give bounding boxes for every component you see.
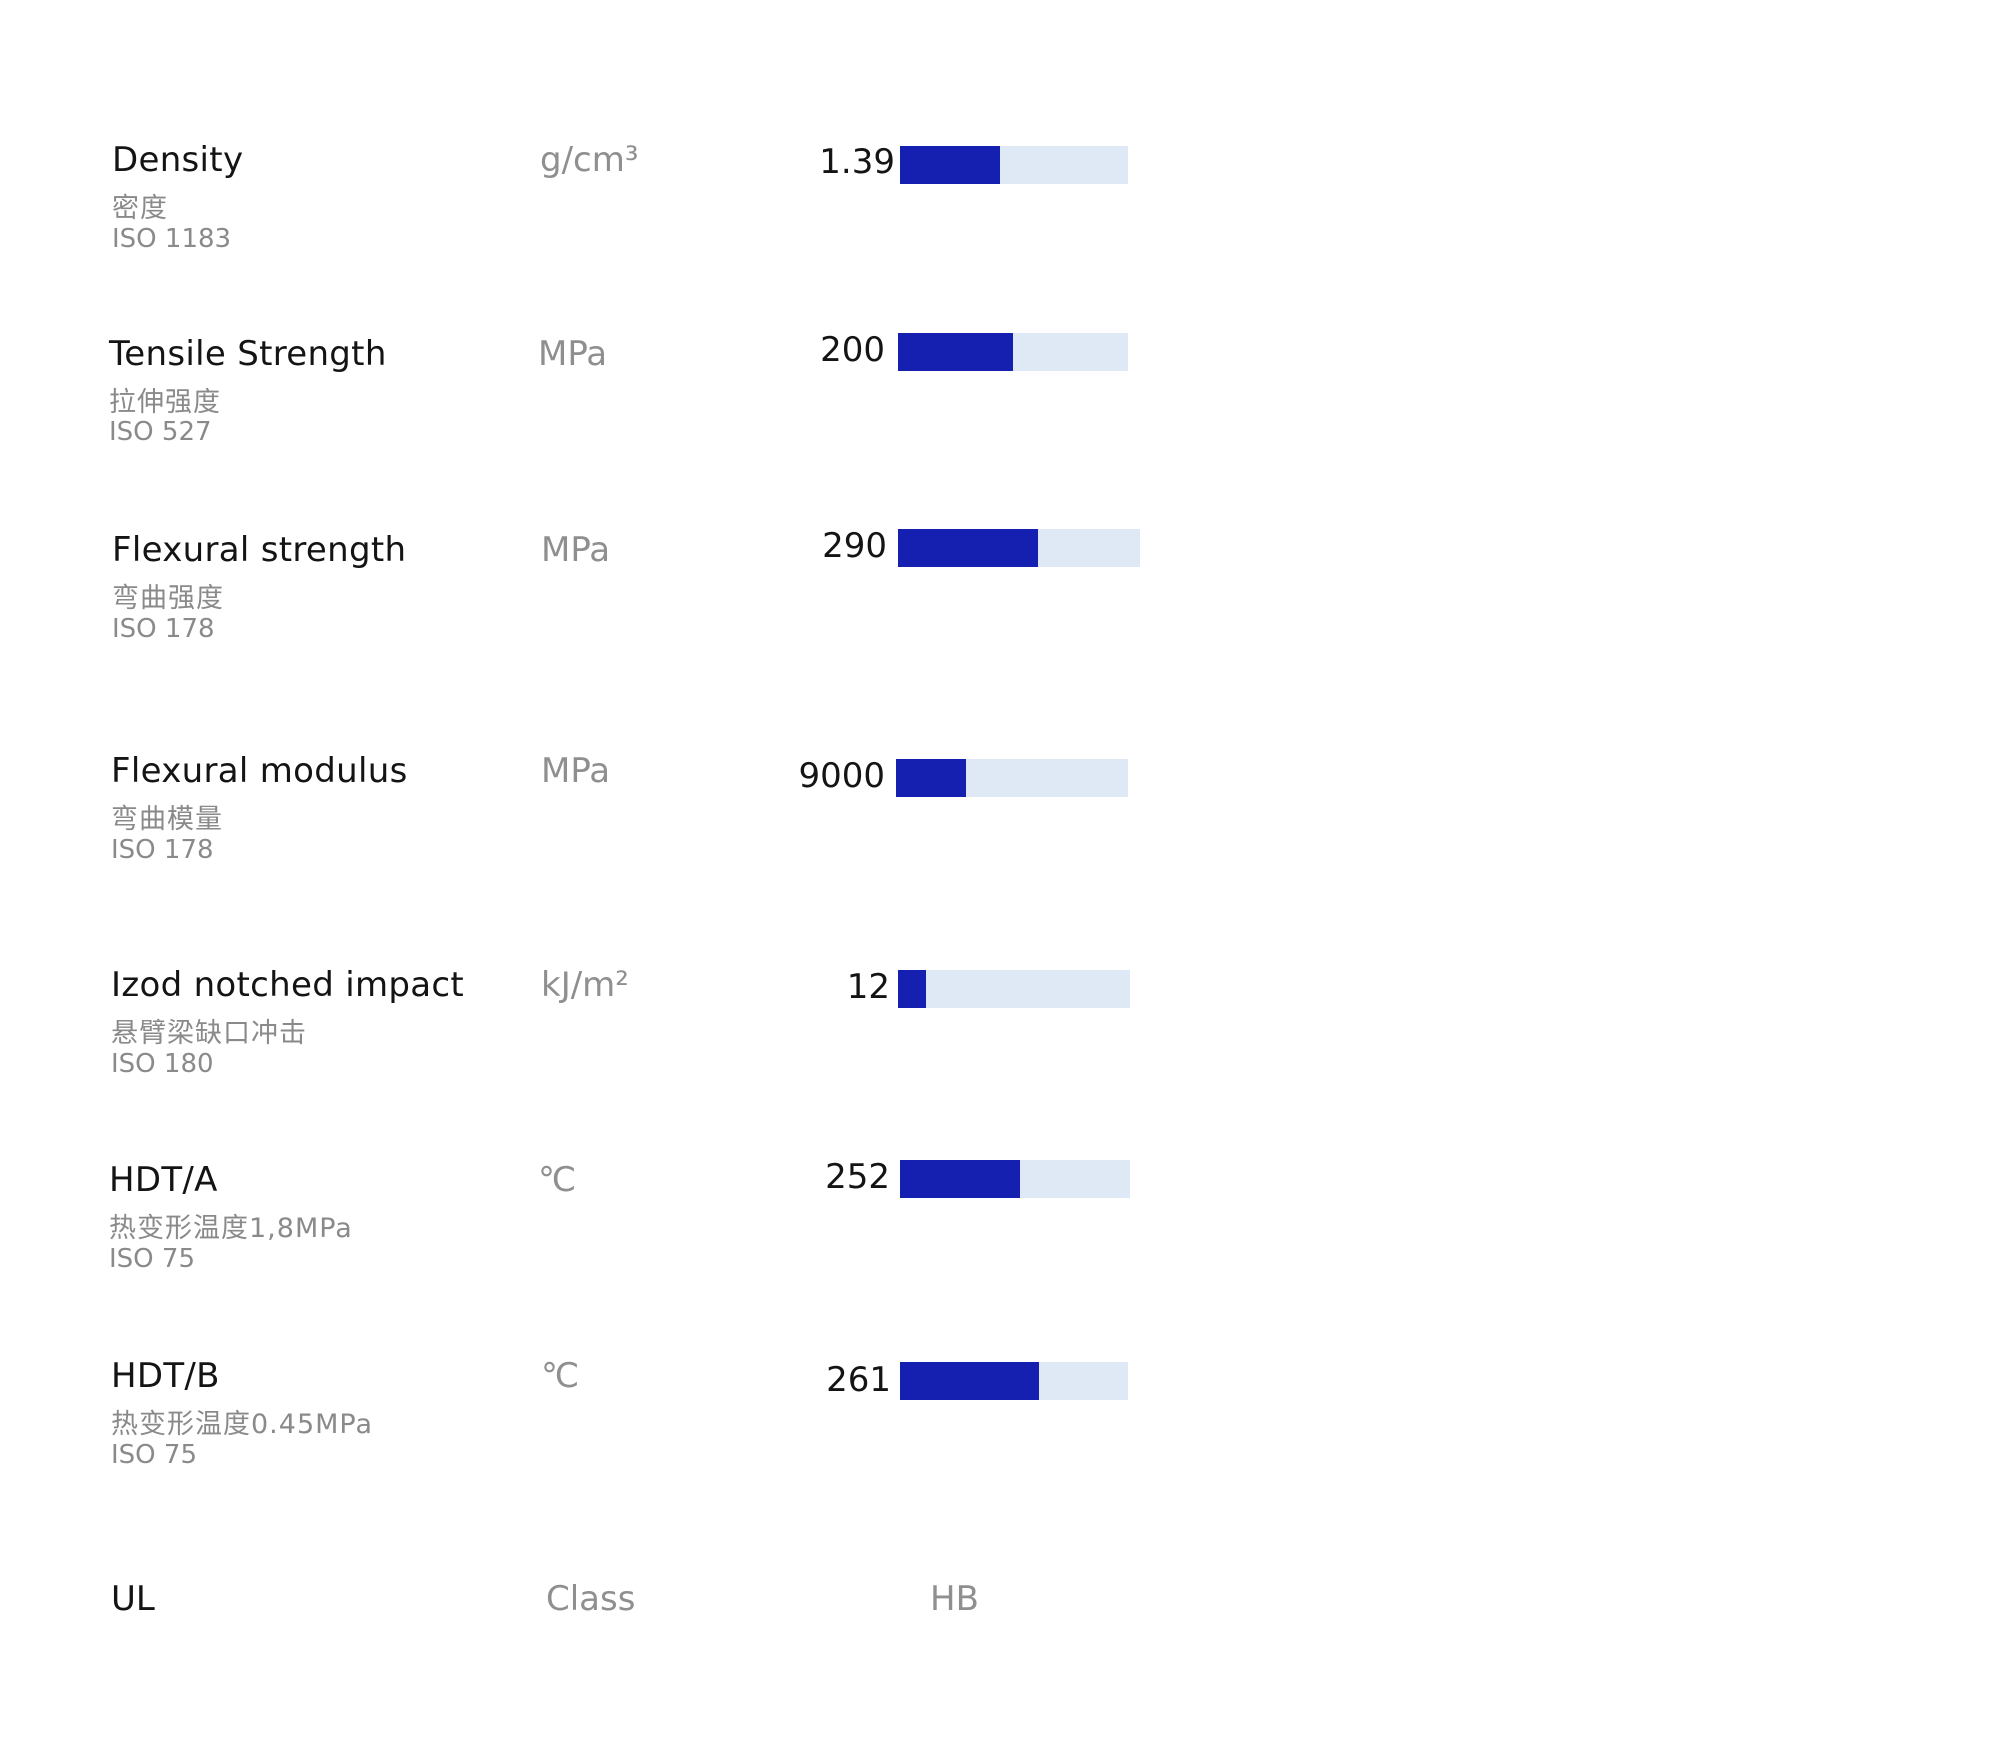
value-bar-fill bbox=[900, 1362, 1040, 1400]
property-value: 261 bbox=[826, 1360, 891, 1400]
property-name-cn: 热变形温度0.45MPa bbox=[111, 1409, 374, 1440]
property-name-cn: 弯曲强度 bbox=[112, 583, 224, 614]
property-value: 252 bbox=[825, 1157, 890, 1197]
property-standard: ISO 180 bbox=[111, 1049, 214, 1079]
value-bar-fill bbox=[898, 333, 1013, 371]
property-value: 1.39 bbox=[819, 142, 895, 182]
property-value: 12 bbox=[846, 967, 890, 1007]
value-bar-fill bbox=[898, 970, 926, 1008]
property-unit: MPa bbox=[541, 530, 611, 570]
property-standard: ISO 178 bbox=[112, 614, 215, 644]
ul-name: UL bbox=[111, 1579, 155, 1619]
property-value: 290 bbox=[822, 526, 887, 566]
property-name-cn: 拉伸强度 bbox=[109, 387, 221, 418]
value-bar bbox=[896, 759, 1128, 797]
property-standard: ISO 178 bbox=[111, 835, 214, 865]
property-value: 200 bbox=[820, 330, 885, 370]
property-name-cn: 悬臂梁缺口冲击 bbox=[111, 1018, 307, 1049]
property-unit: MPa bbox=[541, 751, 611, 791]
property-value: 9000 bbox=[798, 756, 885, 796]
property-name-cn: 弯曲模量 bbox=[111, 804, 223, 835]
property-name: HDT/B bbox=[111, 1356, 220, 1396]
value-bar-fill bbox=[900, 146, 1001, 184]
value-bar bbox=[898, 333, 1128, 371]
value-bar-fill bbox=[898, 529, 1039, 567]
property-name-cn: 密度 bbox=[112, 193, 168, 224]
value-bar bbox=[898, 529, 1140, 567]
property-standard: ISO 1183 bbox=[112, 224, 232, 254]
property-standard: ISO 75 bbox=[111, 1440, 197, 1470]
property-name: Izod notched impact bbox=[111, 965, 465, 1005]
property-unit: g/cm³ bbox=[540, 140, 639, 180]
property-unit: MPa bbox=[538, 334, 608, 374]
property-unit: ℃ bbox=[538, 1160, 577, 1200]
property-name-cn: 热变形温度1,8MPa bbox=[109, 1213, 353, 1244]
property-unit: ℃ bbox=[541, 1356, 580, 1396]
value-bar-fill bbox=[896, 759, 966, 797]
property-standard: ISO 527 bbox=[109, 417, 212, 447]
property-standard: ISO 75 bbox=[109, 1244, 195, 1274]
value-bar bbox=[900, 146, 1128, 184]
value-bar-fill bbox=[900, 1160, 1020, 1198]
property-unit: kJ/m² bbox=[541, 965, 629, 1005]
property-name: Tensile Strength bbox=[109, 334, 387, 374]
value-bar bbox=[900, 1160, 1130, 1198]
property-name: Density bbox=[112, 140, 244, 180]
value-bar bbox=[900, 1362, 1128, 1400]
property-name: Flexural strength bbox=[112, 530, 407, 570]
ul-value: HB bbox=[930, 1579, 979, 1619]
property-name: Flexural modulus bbox=[111, 751, 408, 791]
property-name: HDT/A bbox=[109, 1160, 218, 1200]
ul-unit: Class bbox=[546, 1579, 636, 1619]
value-bar bbox=[898, 970, 1130, 1008]
